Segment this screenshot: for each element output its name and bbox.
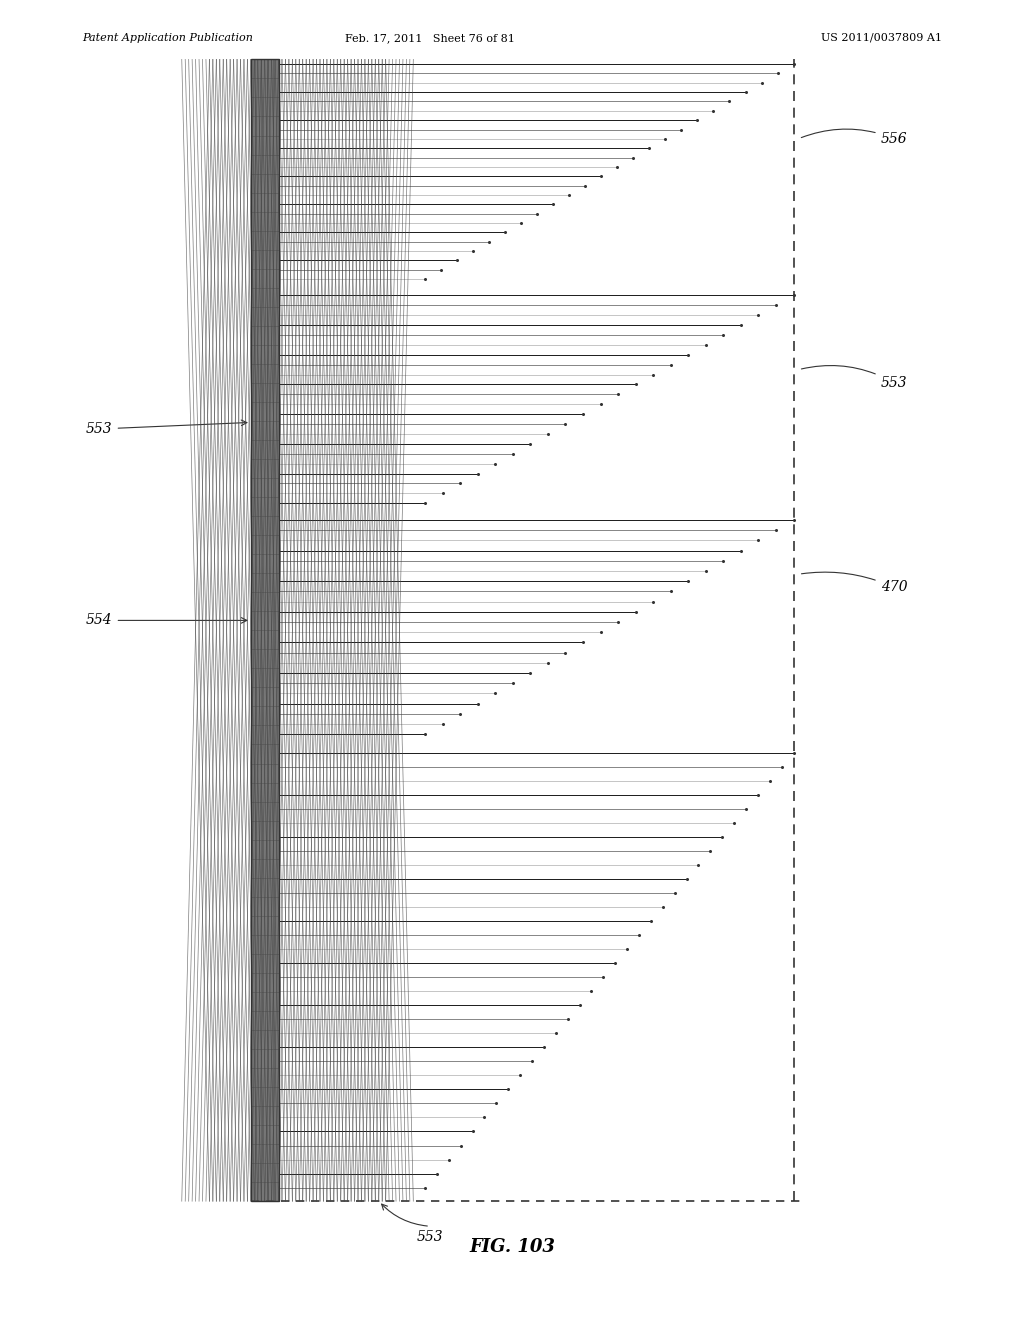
Text: 556: 556 [802,129,907,145]
Text: 553: 553 [802,366,907,389]
Text: US 2011/0037809 A1: US 2011/0037809 A1 [821,33,942,44]
Bar [251,59,279,1201]
Text: Patent Application Publication: Patent Application Publication [82,33,253,44]
Text: 470: 470 [802,572,907,594]
Text: FIG. 103: FIG. 103 [469,1238,555,1257]
Text: 553: 553 [86,420,247,436]
Text: Feb. 17, 2011   Sheet 76 of 81: Feb. 17, 2011 Sheet 76 of 81 [345,33,515,44]
Text: 554: 554 [86,614,247,627]
Text: 553: 553 [417,1230,443,1245]
